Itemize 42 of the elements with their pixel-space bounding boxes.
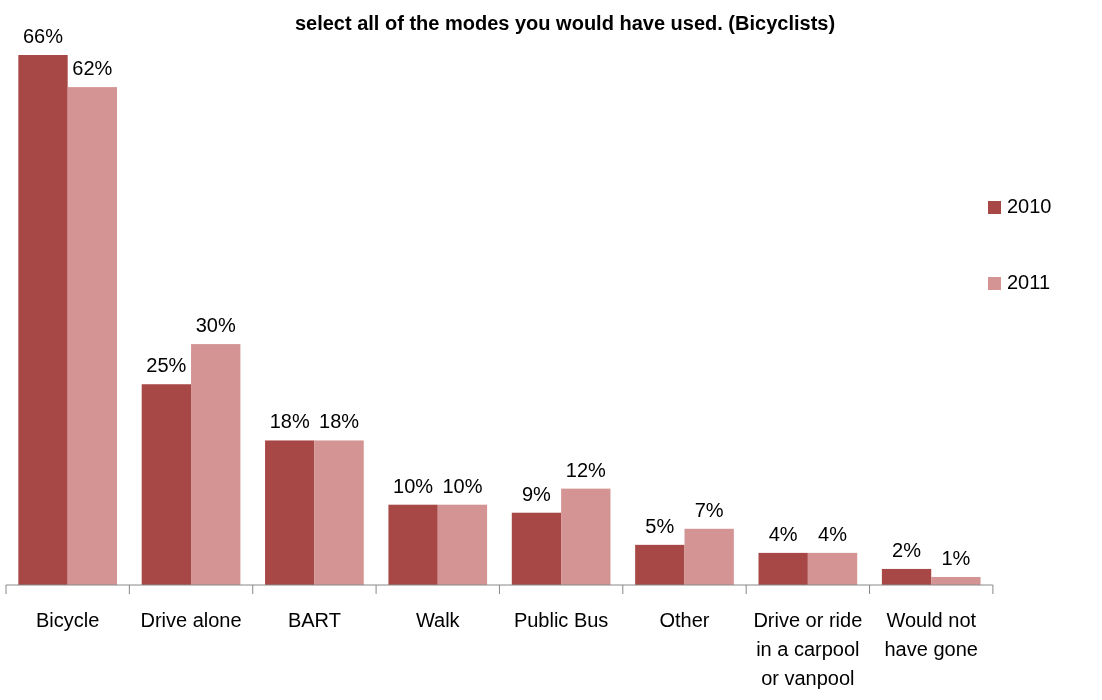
data-label: 1% <box>941 546 971 569</box>
bar <box>67 87 118 585</box>
data-label: 4% <box>768 522 798 545</box>
x-tick-label: Drive alone <box>140 609 242 631</box>
bar <box>437 504 488 585</box>
bar <box>18 55 68 585</box>
data-label: 9% <box>522 482 552 505</box>
x-tick-label: Public Bus <box>513 609 609 631</box>
data-label: 7% <box>694 498 724 521</box>
bar <box>807 552 858 585</box>
data-label: 18% <box>319 410 360 433</box>
x-tick-label: Would not have gone <box>884 609 978 660</box>
legend-label: 2011 <box>1007 271 1051 293</box>
data-label: 2% <box>892 538 922 561</box>
bar <box>511 512 562 585</box>
bar <box>265 440 315 585</box>
data-label: 5% <box>645 514 675 537</box>
bar <box>388 504 438 585</box>
legend-label: 2010 <box>1007 195 1052 217</box>
data-label: 62% <box>72 57 113 80</box>
x-tick-label: Drive or ride in a carpool or vanpool <box>753 609 863 689</box>
bar <box>684 528 734 585</box>
x-tick-label: Walk <box>415 609 461 631</box>
bar <box>561 488 611 585</box>
data-label: 10% <box>393 474 434 497</box>
data-label: 66% <box>22 25 64 47</box>
chart-title: select all of the modes you would have used. (Bicyclists) <box>294 12 836 34</box>
data-label: 18% <box>269 410 310 433</box>
x-tick-label: BART <box>287 609 341 631</box>
x-tick-label: Other <box>659 609 710 631</box>
data-label: 4% <box>818 522 848 545</box>
data-label: 30% <box>195 314 236 337</box>
bar <box>314 440 364 585</box>
bar <box>881 568 932 585</box>
x-tick-label: Bicycle <box>36 609 100 631</box>
data-label: 12% <box>565 458 607 481</box>
bar <box>141 384 192 585</box>
bar <box>758 552 808 585</box>
bar <box>635 544 685 585</box>
data-label: 10% <box>442 474 483 497</box>
data-label: 25% <box>146 354 187 377</box>
bar <box>191 344 241 585</box>
